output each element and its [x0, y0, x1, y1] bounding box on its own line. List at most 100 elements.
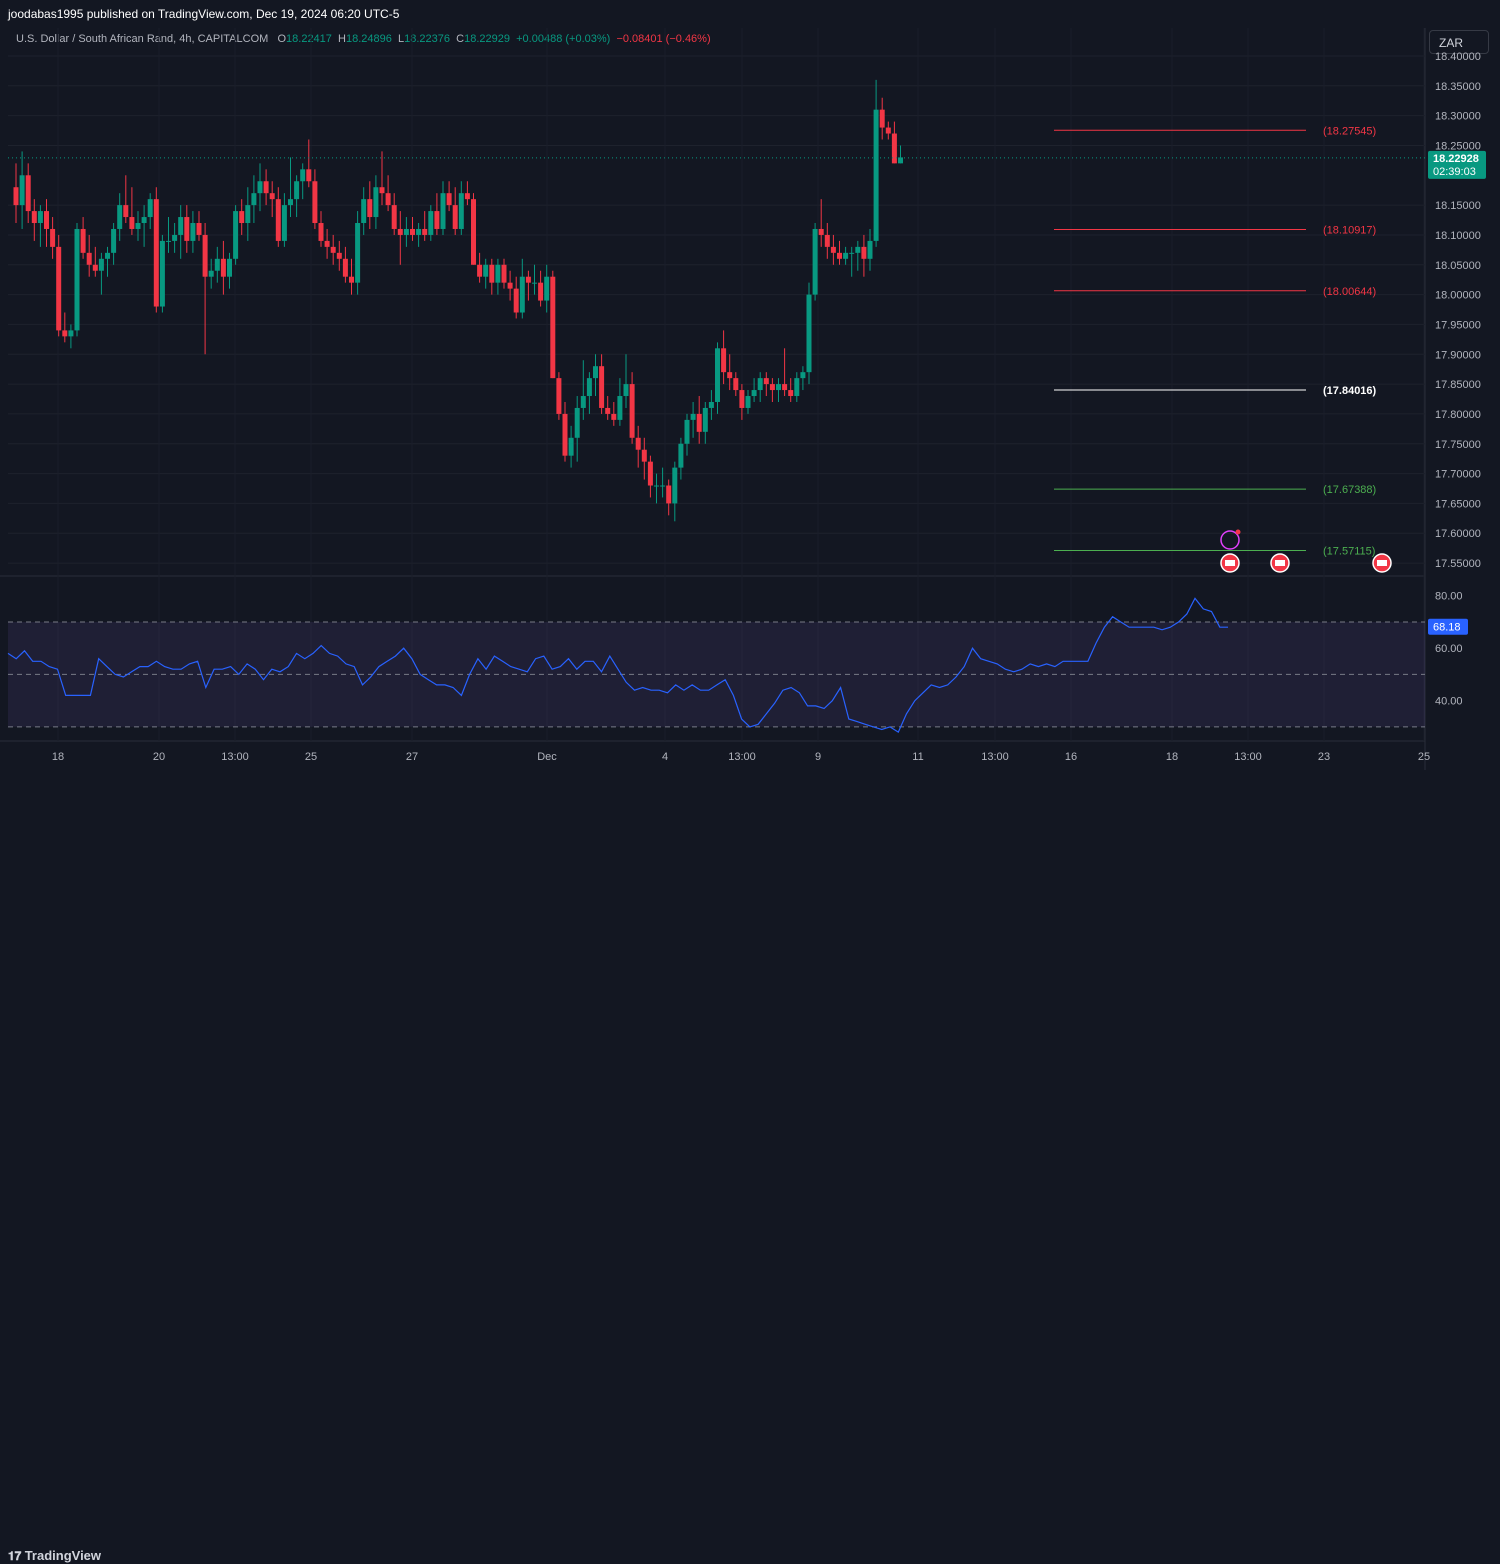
- candle-body[interactable]: [727, 372, 733, 379]
- candle-body[interactable]: [739, 390, 745, 408]
- price-chart[interactable]: 18.40000 18.35000 18.30000 18.25000 18.15000…: [0, 28, 1500, 770]
- candle-body[interactable]: [702, 407, 708, 432]
- candle-body[interactable]: [135, 223, 141, 229]
- candle-body[interactable]: [288, 199, 293, 206]
- candle-body[interactable]: [849, 252, 855, 254]
- candle-body[interactable]: [86, 252, 92, 265]
- candle-body[interactable]: [751, 390, 757, 397]
- candle-body[interactable]: [31, 211, 37, 224]
- candle-body[interactable]: [471, 199, 476, 265]
- candle-body[interactable]: [641, 449, 647, 462]
- candle-body[interactable]: [715, 348, 720, 402]
- candle-body[interactable]: [885, 127, 891, 134]
- candle-body[interactable]: [721, 348, 727, 373]
- candle-body[interactable]: [202, 234, 208, 277]
- candle-body[interactable]: [757, 378, 763, 391]
- candle-body[interactable]: [666, 485, 672, 504]
- candle-body[interactable]: [513, 288, 519, 313]
- lightning-event-icon[interactable]: [1220, 530, 1240, 550]
- candle-body[interactable]: [556, 378, 562, 414]
- candle-body[interactable]: [538, 282, 544, 301]
- candle-body[interactable]: [147, 199, 153, 218]
- candle-body[interactable]: [208, 270, 214, 277]
- candle-body[interactable]: [117, 205, 123, 229]
- candle-body[interactable]: [416, 228, 422, 235]
- candle-body[interactable]: [269, 193, 275, 200]
- candle-body[interactable]: [794, 378, 800, 397]
- candle-body[interactable]: [580, 396, 586, 408]
- candle-body[interactable]: [519, 276, 525, 313]
- candle-body[interactable]: [837, 252, 842, 259]
- candle-body[interactable]: [403, 228, 409, 235]
- candle-body[interactable]: [227, 258, 232, 277]
- candle-body[interactable]: [672, 467, 678, 504]
- candle-body[interactable]: [275, 199, 281, 241]
- candle-body[interactable]: [123, 205, 129, 218]
- candle-body[interactable]: [318, 223, 324, 241]
- candle-body[interactable]: [605, 407, 611, 414]
- candle-body[interactable]: [141, 217, 147, 224]
- candle-body[interactable]: [440, 193, 446, 229]
- candle-body[interactable]: [56, 246, 62, 331]
- candle-body[interactable]: [92, 264, 98, 271]
- candle-body[interactable]: [373, 187, 379, 218]
- candle-body[interactable]: [379, 187, 385, 194]
- candle-body[interactable]: [355, 223, 361, 283]
- candle-body[interactable]: [660, 485, 666, 487]
- candle-body[interactable]: [220, 258, 226, 277]
- candle-body[interactable]: [495, 264, 501, 283]
- candle-body[interactable]: [44, 211, 49, 229]
- candle-body[interactable]: [361, 199, 367, 224]
- candle-body[interactable]: [654, 485, 659, 487]
- candle-body[interactable]: [312, 181, 318, 224]
- candle-body[interactable]: [153, 199, 159, 307]
- candle-body[interactable]: [214, 258, 220, 271]
- candle-body[interactable]: [532, 282, 537, 284]
- candle-body[interactable]: [251, 193, 257, 206]
- candle-body[interactable]: [843, 252, 849, 259]
- candle-body[interactable]: [257, 181, 263, 194]
- candle-body[interactable]: [434, 211, 440, 229]
- candle-body[interactable]: [50, 228, 56, 247]
- candle-body[interactable]: [788, 390, 794, 397]
- candle-body[interactable]: [458, 193, 464, 229]
- currency-button[interactable]: ZAR: [1429, 30, 1489, 54]
- candle-body[interactable]: [68, 330, 74, 337]
- candle-body[interactable]: [489, 264, 495, 283]
- candle-body[interactable]: [385, 193, 391, 206]
- candle-body[interactable]: [818, 228, 824, 235]
- candle-body[interactable]: [397, 228, 403, 235]
- candle-body[interactable]: [159, 240, 165, 307]
- symbol-name[interactable]: U.S. Dollar / South African Rand, 4h, CA…: [16, 33, 269, 45]
- candle-body[interactable]: [544, 276, 550, 301]
- candle-body[interactable]: [410, 228, 415, 235]
- candle-body[interactable]: [806, 294, 812, 373]
- candle-body[interactable]: [306, 169, 312, 182]
- candle-body[interactable]: [62, 330, 68, 337]
- candle-body[interactable]: [824, 234, 830, 247]
- candle-body[interactable]: [324, 240, 330, 247]
- candle-body[interactable]: [593, 366, 598, 379]
- candle-body[interactable]: [635, 437, 641, 450]
- candle-body[interactable]: [37, 211, 43, 224]
- candle-body[interactable]: [647, 461, 653, 486]
- candle-body[interactable]: [879, 109, 885, 128]
- candle-body[interactable]: [111, 228, 117, 253]
- candle-body[interactable]: [233, 211, 239, 259]
- candle-body[interactable]: [708, 401, 714, 408]
- candle-body[interactable]: [184, 217, 190, 241]
- candle-body[interactable]: [733, 378, 739, 391]
- candle-body[interactable]: [507, 282, 513, 289]
- candle-body[interactable]: [678, 443, 684, 468]
- candle-body[interactable]: [245, 205, 251, 224]
- candle-body[interactable]: [745, 396, 751, 408]
- candle-body[interactable]: [550, 276, 556, 379]
- candle-body[interactable]: [294, 181, 300, 200]
- candle-body[interactable]: [800, 372, 806, 379]
- candle-body[interactable]: [898, 157, 903, 164]
- candle-body[interactable]: [172, 234, 178, 241]
- candle-body[interactable]: [684, 419, 690, 444]
- candle-body[interactable]: [391, 205, 397, 229]
- candle-body[interactable]: [617, 396, 623, 420]
- candle-body[interactable]: [769, 384, 775, 391]
